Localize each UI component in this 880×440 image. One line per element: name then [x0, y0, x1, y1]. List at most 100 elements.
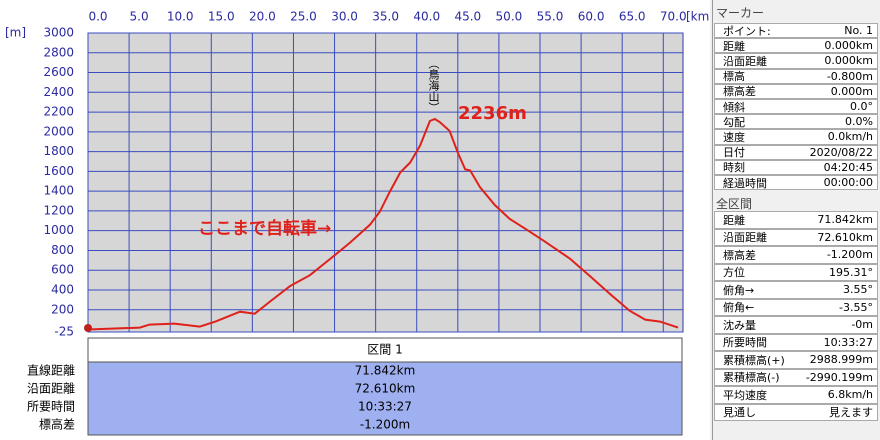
section-body [87, 361, 683, 436]
row-value: 見えます [829, 406, 873, 420]
x-tick-label: 65.0 [619, 10, 646, 24]
row-label: 距離 [723, 213, 745, 227]
row-label: 累積標高(+) [723, 353, 785, 367]
row-value: -1.200m [826, 248, 873, 262]
row-label: 沈み量 [723, 318, 756, 332]
panel-row: 方位 195.31° [714, 263, 878, 281]
row-label: 累積標高(-) [723, 371, 780, 385]
y-tick-label: 2000 [43, 124, 74, 138]
x-tick-label: 70.0 [660, 10, 687, 24]
x-tick-label: 40.0 [413, 10, 440, 24]
panel-row: 所要時間 10:33:27 [714, 333, 878, 351]
y-tick-label: 400 [51, 282, 74, 296]
panel-row: 勾配 0.0% [714, 114, 878, 130]
row-value: 10:33:27 [823, 335, 873, 349]
panel-row: 傾斜 0.0° [714, 99, 878, 115]
panel-row: 標高 -0.800m [714, 68, 878, 84]
row-label: 距離 [723, 39, 745, 53]
y-tick-label: 2600 [43, 65, 74, 79]
row-label: 勾配 [723, 115, 745, 129]
row-value: 04:20:45 [823, 160, 873, 174]
x-tick-label: 20.0 [249, 10, 276, 24]
panel-row: 標高差 -1.200m [714, 246, 878, 264]
row-value: No. 1 [844, 24, 873, 38]
profile-chart: [m] [km] （鳥海山） 2236m ここまで自転車→ 区間 1 0.0 5.… [0, 0, 710, 440]
row-label: 俯角→ [723, 283, 755, 297]
x-tick-label: 35.0 [372, 10, 399, 24]
row-value: 195.31° [829, 265, 873, 279]
row-label: 方位 [723, 266, 745, 280]
panel-row: 距離 0.000km [714, 38, 878, 54]
y-tick-label: 1800 [43, 144, 74, 158]
x-tick-label: 60.0 [578, 10, 605, 24]
row-value: -0m [851, 318, 873, 332]
plot-area [87, 32, 684, 333]
panel-row: 俯角→ 3.55° [714, 281, 878, 299]
section-header: 区間 1 [367, 343, 402, 357]
section-value: 10:33:27 [358, 400, 412, 414]
panel-row: 沈み量 -0m [714, 316, 878, 334]
x-tick-label: 45.0 [454, 10, 481, 24]
x-tick-label: 25.0 [290, 10, 317, 24]
section-value: -1.200m [360, 418, 410, 432]
row-value: 0.000km [824, 54, 873, 68]
row-value: 0.000m [830, 84, 873, 98]
panel-row: ポイント: No. 1 [714, 23, 878, 39]
row-label: 平均速度 [723, 388, 767, 402]
peak-label: 2236m [458, 103, 527, 124]
section-value: 71.842km [355, 364, 416, 378]
row-value: 0.0° [850, 100, 873, 114]
y-tick-label: 200 [51, 302, 74, 316]
section-label: 沿面距離 [27, 382, 75, 396]
row-value: 0.0km/h [827, 130, 873, 144]
peak-name: （鳥海山） [427, 58, 440, 113]
section-label: 標高差 [39, 417, 75, 432]
row-value: 0.000km [824, 39, 873, 53]
marker-title: マーカー [716, 6, 765, 20]
row-label: 沿面距離 [723, 54, 767, 68]
y-tick-label: 1000 [43, 223, 74, 237]
row-value: -3.55° [839, 300, 873, 314]
x-tick-label: 5.0 [130, 10, 149, 24]
section-label: 直線距離 [27, 363, 75, 378]
y-unit: [m] [5, 26, 26, 40]
profile-line [87, 117, 679, 331]
row-label: ポイント: [723, 24, 771, 38]
panel-row: 平均速度 6.8km/h [714, 386, 878, 404]
row-label: 経過時間 [723, 176, 767, 190]
y-tick-label: 1200 [43, 203, 74, 217]
panel-row: 標高差 0.000m [714, 83, 878, 99]
row-value: 2988.999m [809, 353, 873, 367]
panel-row: 距離 71.842km [714, 211, 878, 229]
row-label: 所要時間 [723, 336, 767, 350]
section-value: 72.610km [355, 382, 416, 396]
row-value: 6.8km/h [827, 388, 873, 402]
x-tick-label: 50.0 [496, 10, 523, 24]
y-tick-label: 1400 [43, 184, 74, 198]
start-marker [84, 324, 92, 332]
panel-row: 速度 0.0km/h [714, 129, 878, 145]
panel-row: 累積標高(-) -2990.199m [714, 368, 878, 386]
row-label: 標高 [723, 70, 745, 84]
row-label: 標高差 [723, 248, 756, 262]
x-tick-label: 55.0 [537, 10, 564, 24]
x-unit: [km] [686, 10, 710, 24]
row-label: 沿面距離 [723, 231, 767, 245]
x-tick-label: 0.0 [88, 10, 107, 24]
row-value: 0.0% [845, 115, 873, 129]
row-value: -0.800m [826, 69, 873, 83]
y-tick-label: 800 [51, 243, 74, 257]
panel-row: 見通し 見えます [714, 403, 878, 421]
y-tick-label: 2200 [43, 105, 74, 119]
row-value: -2990.199m [805, 370, 873, 384]
row-value: 71.842km [817, 213, 873, 227]
row-label: 標高差 [723, 85, 756, 99]
row-value: 00:00:00 [823, 176, 873, 190]
panel-row: 俯角← -3.55° [714, 298, 878, 316]
panel-row: 累積標高(+) 2988.999m [714, 351, 878, 369]
row-label: 時刻 [723, 161, 745, 175]
panel-row: 沿面距離 0.000km [714, 53, 878, 69]
panel-row: 時刻 04:20:45 [714, 159, 878, 175]
section-header-box [87, 337, 683, 363]
